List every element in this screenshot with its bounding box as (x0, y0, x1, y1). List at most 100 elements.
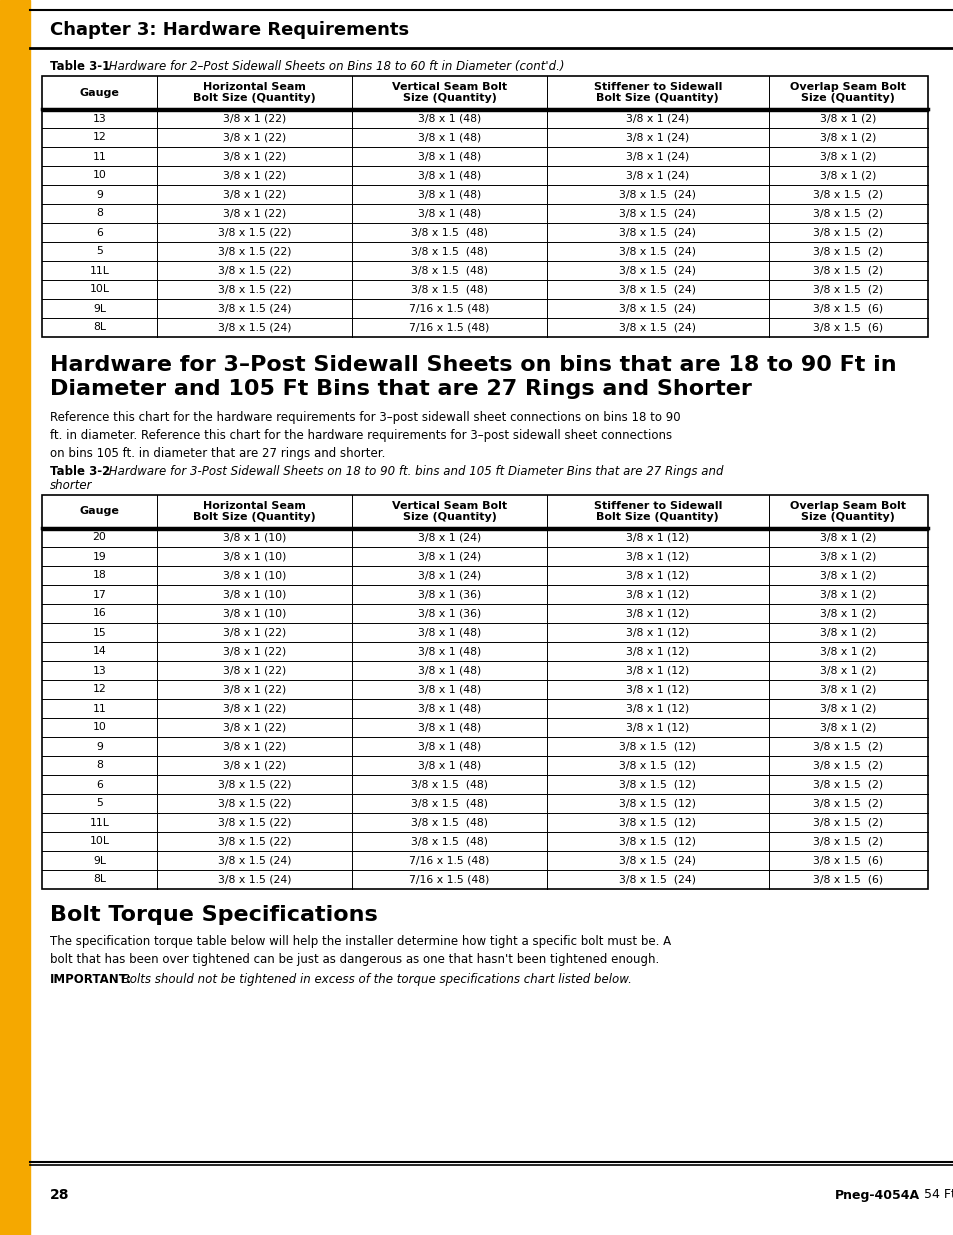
Text: Gauge: Gauge (79, 88, 119, 98)
Text: 3/8 x 1 (2): 3/8 x 1 (2) (820, 704, 876, 714)
Text: 7/16 x 1.5 (48): 7/16 x 1.5 (48) (409, 874, 489, 884)
Text: 3/8 x 1.5  (2): 3/8 x 1.5 (2) (812, 284, 882, 294)
Text: 3/8 x 1.5 (24): 3/8 x 1.5 (24) (217, 874, 291, 884)
Text: 3/8 x 1 (48): 3/8 x 1 (48) (417, 189, 480, 200)
Text: 14: 14 (92, 646, 107, 657)
Text: 3/8 x 1 (2): 3/8 x 1 (2) (820, 132, 876, 142)
Text: 3/8 x 1 (22): 3/8 x 1 (22) (223, 189, 286, 200)
Text: 8: 8 (96, 209, 103, 219)
Text: Stiffener to Sidewall
Bolt Size (Quantity): Stiffener to Sidewall Bolt Size (Quantit… (593, 500, 721, 522)
Text: Reference this chart for the hardware requirements for 3–post sidewall sheet con: Reference this chart for the hardware re… (50, 411, 679, 459)
Text: 3/8 x 1.5  (2): 3/8 x 1.5 (2) (812, 818, 882, 827)
Text: 5: 5 (96, 799, 103, 809)
Text: Gauge: Gauge (79, 506, 119, 516)
Text: 3/8 x 1 (24): 3/8 x 1 (24) (625, 114, 689, 124)
Text: Bolt Torque Specifications: Bolt Torque Specifications (50, 905, 377, 925)
Text: 3/8 x 1.5  (12): 3/8 x 1.5 (12) (618, 818, 696, 827)
Text: 13: 13 (92, 114, 107, 124)
Text: Chapter 3: Hardware Requirements: Chapter 3: Hardware Requirements (50, 21, 409, 40)
Text: Stiffener to Sidewall
Bolt Size (Quantity): Stiffener to Sidewall Bolt Size (Quantit… (593, 82, 721, 104)
Bar (0, 0, 30, 1235)
Text: 3/8 x 1.5  (48): 3/8 x 1.5 (48) (411, 818, 488, 827)
Text: Overlap Seam Bolt
Size (Quantity): Overlap Seam Bolt Size (Quantity) (789, 500, 905, 522)
Text: 3/8 x 1.5  (2): 3/8 x 1.5 (2) (812, 836, 882, 846)
Text: 3/8 x 1.5  (2): 3/8 x 1.5 (2) (812, 266, 882, 275)
Text: 3/8 x 1.5  (6): 3/8 x 1.5 (6) (812, 856, 882, 866)
Text: 3/8 x 1.5 (22): 3/8 x 1.5 (22) (217, 266, 291, 275)
Text: 3/8 x 1 (22): 3/8 x 1 (22) (223, 152, 286, 162)
Text: 12: 12 (92, 132, 107, 142)
Text: 8L: 8L (93, 874, 106, 884)
Text: 3/8 x 1 (2): 3/8 x 1 (2) (820, 722, 876, 732)
Text: 3/8 x 1 (2): 3/8 x 1 (2) (820, 609, 876, 619)
Text: 3/8 x 1.5 (22): 3/8 x 1.5 (22) (217, 284, 291, 294)
Text: 3/8 x 1 (48): 3/8 x 1 (48) (417, 627, 480, 637)
Text: 7/16 x 1.5 (48): 7/16 x 1.5 (48) (409, 856, 489, 866)
Text: 3/8 x 1 (2): 3/8 x 1 (2) (820, 114, 876, 124)
Text: 3/8 x 1 (12): 3/8 x 1 (12) (625, 552, 689, 562)
Text: 3/8 x 1 (48): 3/8 x 1 (48) (417, 209, 480, 219)
Text: 3/8 x 1 (48): 3/8 x 1 (48) (417, 761, 480, 771)
Text: Overlap Seam Bolt
Size (Quantity): Overlap Seam Bolt Size (Quantity) (789, 82, 905, 104)
Text: 3/8 x 1 (12): 3/8 x 1 (12) (625, 532, 689, 542)
Text: 17: 17 (92, 589, 107, 599)
Text: 3/8 x 1.5  (48): 3/8 x 1.5 (48) (411, 779, 488, 789)
Text: 3/8 x 1.5  (24): 3/8 x 1.5 (24) (618, 856, 696, 866)
Text: 3/8 x 1 (2): 3/8 x 1 (2) (820, 627, 876, 637)
Text: 3/8 x 1.5  (2): 3/8 x 1.5 (2) (812, 799, 882, 809)
Text: 9L: 9L (93, 856, 106, 866)
Text: 3/8 x 1 (48): 3/8 x 1 (48) (417, 684, 480, 694)
Text: 3/8 x 1 (24): 3/8 x 1 (24) (417, 571, 480, 580)
Text: 3/8 x 1.5  (2): 3/8 x 1.5 (2) (812, 189, 882, 200)
Text: Vertical Seam Bolt
Size (Quantity): Vertical Seam Bolt Size (Quantity) (392, 82, 507, 104)
Text: 3/8 x 1 (22): 3/8 x 1 (22) (223, 722, 286, 732)
Text: 3/8 x 1.5  (12): 3/8 x 1.5 (12) (618, 799, 696, 809)
Bar (42, 495, 927, 889)
Text: 3/8 x 1.5  (48): 3/8 x 1.5 (48) (411, 227, 488, 237)
Text: 3/8 x 1.5  (2): 3/8 x 1.5 (2) (812, 247, 882, 257)
Text: 11L: 11L (90, 818, 110, 827)
Text: 3/8 x 1.5  (2): 3/8 x 1.5 (2) (812, 741, 882, 752)
Text: 3/8 x 1.5  (24): 3/8 x 1.5 (24) (618, 247, 696, 257)
Text: 3/8 x 1.5  (6): 3/8 x 1.5 (6) (812, 304, 882, 314)
Text: Table 3-1: Table 3-1 (50, 61, 111, 73)
Text: 3/8 x 1 (10): 3/8 x 1 (10) (223, 532, 286, 542)
Text: 7/16 x 1.5 (48): 7/16 x 1.5 (48) (409, 322, 489, 332)
Text: 3/8 x 1 (22): 3/8 x 1 (22) (223, 741, 286, 752)
Text: 3/8 x 1.5 (22): 3/8 x 1.5 (22) (217, 836, 291, 846)
Text: 3/8 x 1 (48): 3/8 x 1 (48) (417, 114, 480, 124)
Text: 3/8 x 1.5  (6): 3/8 x 1.5 (6) (812, 322, 882, 332)
Text: 3/8 x 1 (2): 3/8 x 1 (2) (820, 152, 876, 162)
Text: 3/8 x 1 (12): 3/8 x 1 (12) (625, 666, 689, 676)
Text: 3/8 x 1.5 (24): 3/8 x 1.5 (24) (217, 856, 291, 866)
Text: The specification torque table below will help the installer determine how tight: The specification torque table below wil… (50, 935, 670, 966)
Text: 54 Ft Diameter 40-Series Bin: 54 Ft Diameter 40-Series Bin (919, 1188, 953, 1202)
Text: 12: 12 (92, 684, 107, 694)
Text: Bolts should not be tightened in excess of the torque specifications chart liste: Bolts should not be tightened in excess … (118, 973, 631, 986)
Text: 5: 5 (96, 247, 103, 257)
Text: 13: 13 (92, 666, 107, 676)
Text: 3/8 x 1 (2): 3/8 x 1 (2) (820, 170, 876, 180)
Text: 3/8 x 1 (2): 3/8 x 1 (2) (820, 532, 876, 542)
Text: 3/8 x 1.5  (2): 3/8 x 1.5 (2) (812, 779, 882, 789)
Text: 7/16 x 1.5 (48): 7/16 x 1.5 (48) (409, 304, 489, 314)
Text: 3/8 x 1.5  (24): 3/8 x 1.5 (24) (618, 284, 696, 294)
Text: 3/8 x 1 (36): 3/8 x 1 (36) (417, 589, 480, 599)
Text: 3/8 x 1.5  (12): 3/8 x 1.5 (12) (618, 761, 696, 771)
Text: 3/8 x 1.5  (48): 3/8 x 1.5 (48) (411, 266, 488, 275)
Text: 3/8 x 1 (22): 3/8 x 1 (22) (223, 209, 286, 219)
Text: 3/8 x 1.5  (48): 3/8 x 1.5 (48) (411, 247, 488, 257)
Text: Pneg-4054A: Pneg-4054A (834, 1188, 919, 1202)
Text: 3/8 x 1 (12): 3/8 x 1 (12) (625, 684, 689, 694)
Text: 3/8 x 1.5  (24): 3/8 x 1.5 (24) (618, 266, 696, 275)
Text: 16: 16 (92, 609, 107, 619)
Text: 3/8 x 1 (2): 3/8 x 1 (2) (820, 589, 876, 599)
Text: 6: 6 (96, 779, 103, 789)
Text: 10: 10 (92, 722, 107, 732)
Text: 3/8 x 1 (48): 3/8 x 1 (48) (417, 152, 480, 162)
Text: Table 3-2: Table 3-2 (50, 466, 111, 478)
Text: IMPORTANT:: IMPORTANT: (50, 973, 132, 986)
Text: 3/8 x 1 (2): 3/8 x 1 (2) (820, 571, 876, 580)
Text: 3/8 x 1.5  (24): 3/8 x 1.5 (24) (618, 227, 696, 237)
Text: 3/8 x 1 (12): 3/8 x 1 (12) (625, 609, 689, 619)
